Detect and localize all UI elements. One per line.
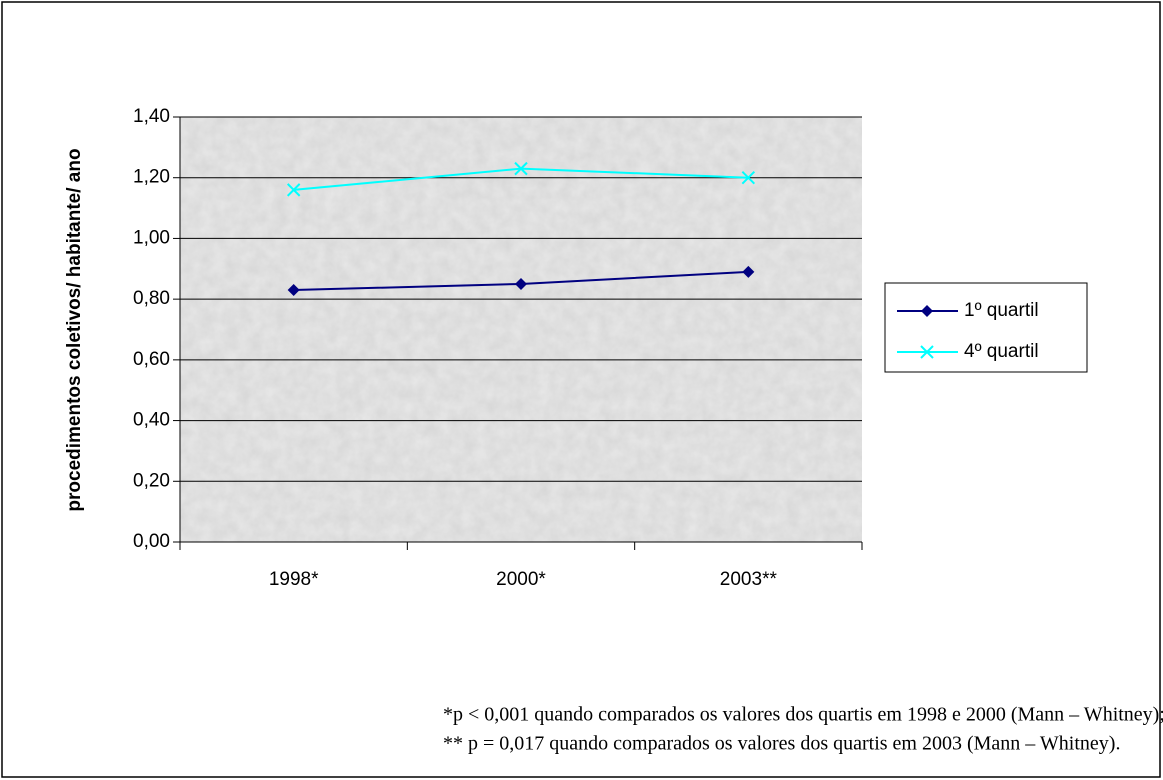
y-tick-label: 1,20 (133, 167, 170, 188)
y-tick-label: 1,40 (133, 106, 170, 127)
y-tick-label: 0,80 (133, 288, 170, 309)
marker (514, 161, 528, 176)
y-tick-label: 0,60 (133, 349, 170, 370)
y-tick-label: 0,40 (133, 410, 170, 431)
legend-box (884, 282, 1088, 373)
y-tick-label: 0,20 (133, 470, 170, 491)
marker (742, 265, 755, 278)
x-tick-label: 1998* (269, 569, 319, 590)
marker (287, 284, 300, 297)
marker (741, 171, 756, 185)
y-axis-title: procedimentos coletivos/ habitante/ ano (64, 148, 85, 511)
marker (286, 183, 301, 197)
legend-label: 4º quartil (964, 341, 1039, 362)
legend-label: 1º quartil (964, 300, 1039, 321)
footnote: *p < 0,001 quando comparados os valores … (443, 704, 1163, 726)
marker (921, 305, 933, 317)
marker (515, 277, 527, 290)
y-tick-label: 1,00 (133, 227, 170, 248)
footnote: ** p = 0,017 quando comparados os valore… (443, 733, 1120, 755)
plot-texture (180, 117, 862, 542)
x-tick-label: 2003** (720, 569, 778, 590)
marker (920, 345, 934, 359)
y-tick-label: 0,00 (133, 531, 170, 552)
x-tick-label: 2000* (496, 569, 546, 590)
